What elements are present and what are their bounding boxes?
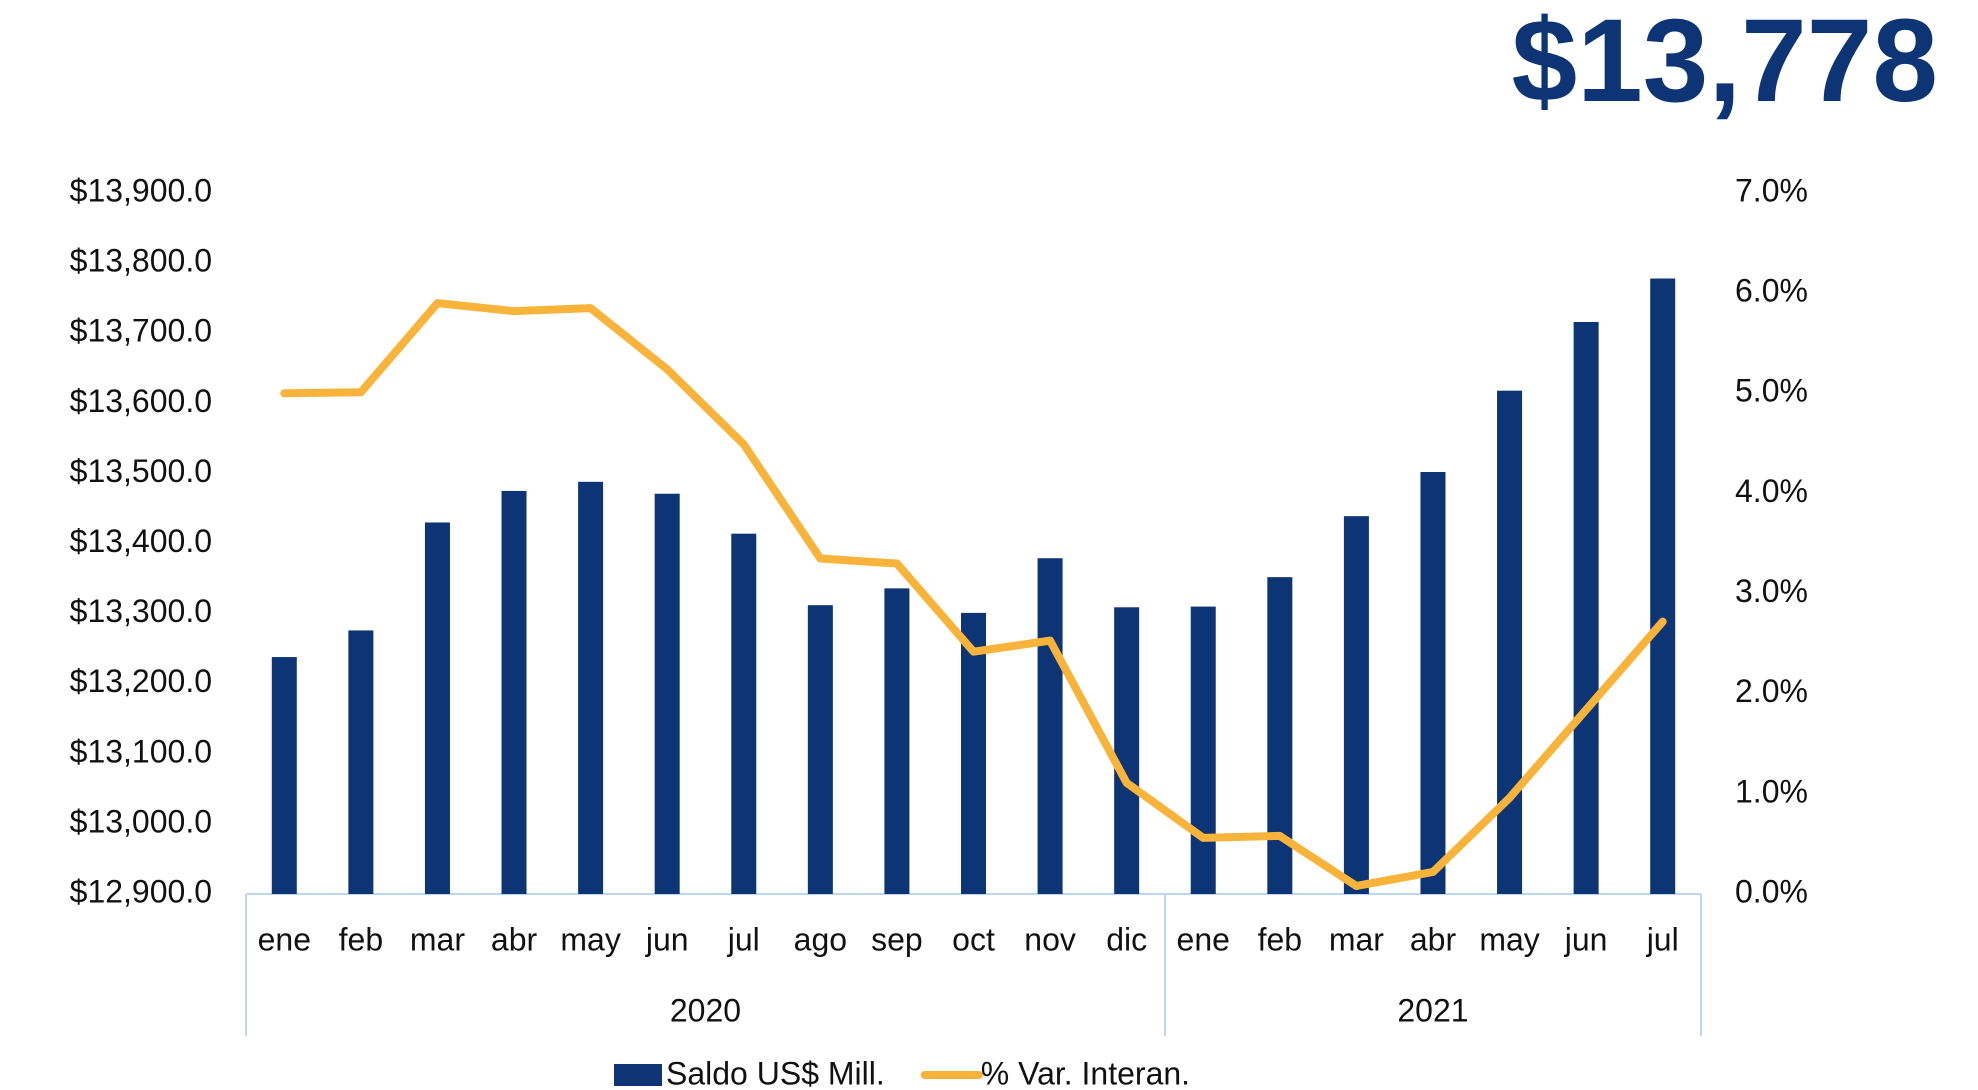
bar <box>271 657 297 894</box>
bar <box>1343 516 1369 894</box>
x-tick-label: dic <box>1106 921 1147 957</box>
y2-tick-label: 3.0% <box>1735 573 1808 609</box>
y2-tick-label: 6.0% <box>1735 273 1808 309</box>
bar <box>654 493 680 894</box>
bar <box>1114 607 1140 894</box>
y-tick-label: $13,700.0 <box>70 313 212 349</box>
x-tick-label: jun <box>645 921 689 957</box>
legend-swatch <box>614 1064 662 1086</box>
bar <box>1650 278 1676 895</box>
x-tick-label: abr <box>491 921 538 957</box>
y-tick-label: $13,100.0 <box>70 733 212 769</box>
group-label: 2021 <box>1397 992 1468 1028</box>
legend-label: Saldo US$ Mill. <box>666 1055 885 1090</box>
y-tick-label: $13,000.0 <box>70 803 212 839</box>
headline: $13,778 <box>1511 0 1938 127</box>
x-tick-label: may <box>1479 921 1539 957</box>
bar <box>1037 558 1063 894</box>
y-tick-label: $13,500.0 <box>70 453 212 489</box>
bar <box>1497 390 1523 894</box>
y2-tick-label: 2.0% <box>1735 673 1808 709</box>
y2-tick-label: 0.0% <box>1735 873 1808 909</box>
x-tick-label: jun <box>1564 921 1608 957</box>
x-tick-label: oct <box>952 921 995 957</box>
y2-tick-label: 1.0% <box>1735 773 1808 809</box>
x-tick-label: ene <box>258 921 311 957</box>
bar <box>424 522 450 894</box>
y-tick-label: $13,800.0 <box>70 243 212 279</box>
x-tick-label: ago <box>794 921 847 957</box>
bar <box>1190 606 1216 894</box>
bar <box>961 612 986 894</box>
x-tick-label: jul <box>1646 921 1679 957</box>
bar <box>348 630 374 894</box>
bar <box>731 533 757 894</box>
line <box>280 299 1667 890</box>
y-tick-label: $13,400.0 <box>70 523 212 559</box>
y-tick-label: $13,300.0 <box>70 593 212 629</box>
y-tick-label: $13,600.0 <box>70 383 212 419</box>
bar <box>807 605 833 894</box>
y-tick-label: $12,900.0 <box>70 873 212 909</box>
bar <box>578 481 604 894</box>
y-tick-label: $13,200.0 <box>70 663 212 699</box>
group-label: 2020 <box>670 992 741 1028</box>
x-tick-label: may <box>560 921 620 957</box>
x-tick-label: nov <box>1024 921 1076 957</box>
y2-tick-label: 4.0% <box>1735 473 1808 509</box>
bar <box>884 588 910 894</box>
x-tick-label: ene <box>1177 921 1230 957</box>
x-tick-label: feb <box>339 921 383 957</box>
x-tick-label: mar <box>1329 921 1384 957</box>
legend-label: % Var. Interan. <box>981 1055 1190 1090</box>
x-tick-label: mar <box>410 921 465 957</box>
y2-tick-label: 5.0% <box>1735 373 1808 409</box>
bar <box>1420 471 1446 894</box>
x-tick-label: jul <box>727 921 760 957</box>
x-tick-label: feb <box>1258 921 1302 957</box>
y-tick-label: $13,900.0 <box>70 172 212 208</box>
bar <box>1573 321 1599 894</box>
x-tick-label: abr <box>1410 921 1457 957</box>
bar <box>1267 577 1293 894</box>
x-tick-label: sep <box>871 921 923 957</box>
y2-tick-label: 7.0% <box>1735 172 1808 208</box>
bar <box>501 490 527 894</box>
